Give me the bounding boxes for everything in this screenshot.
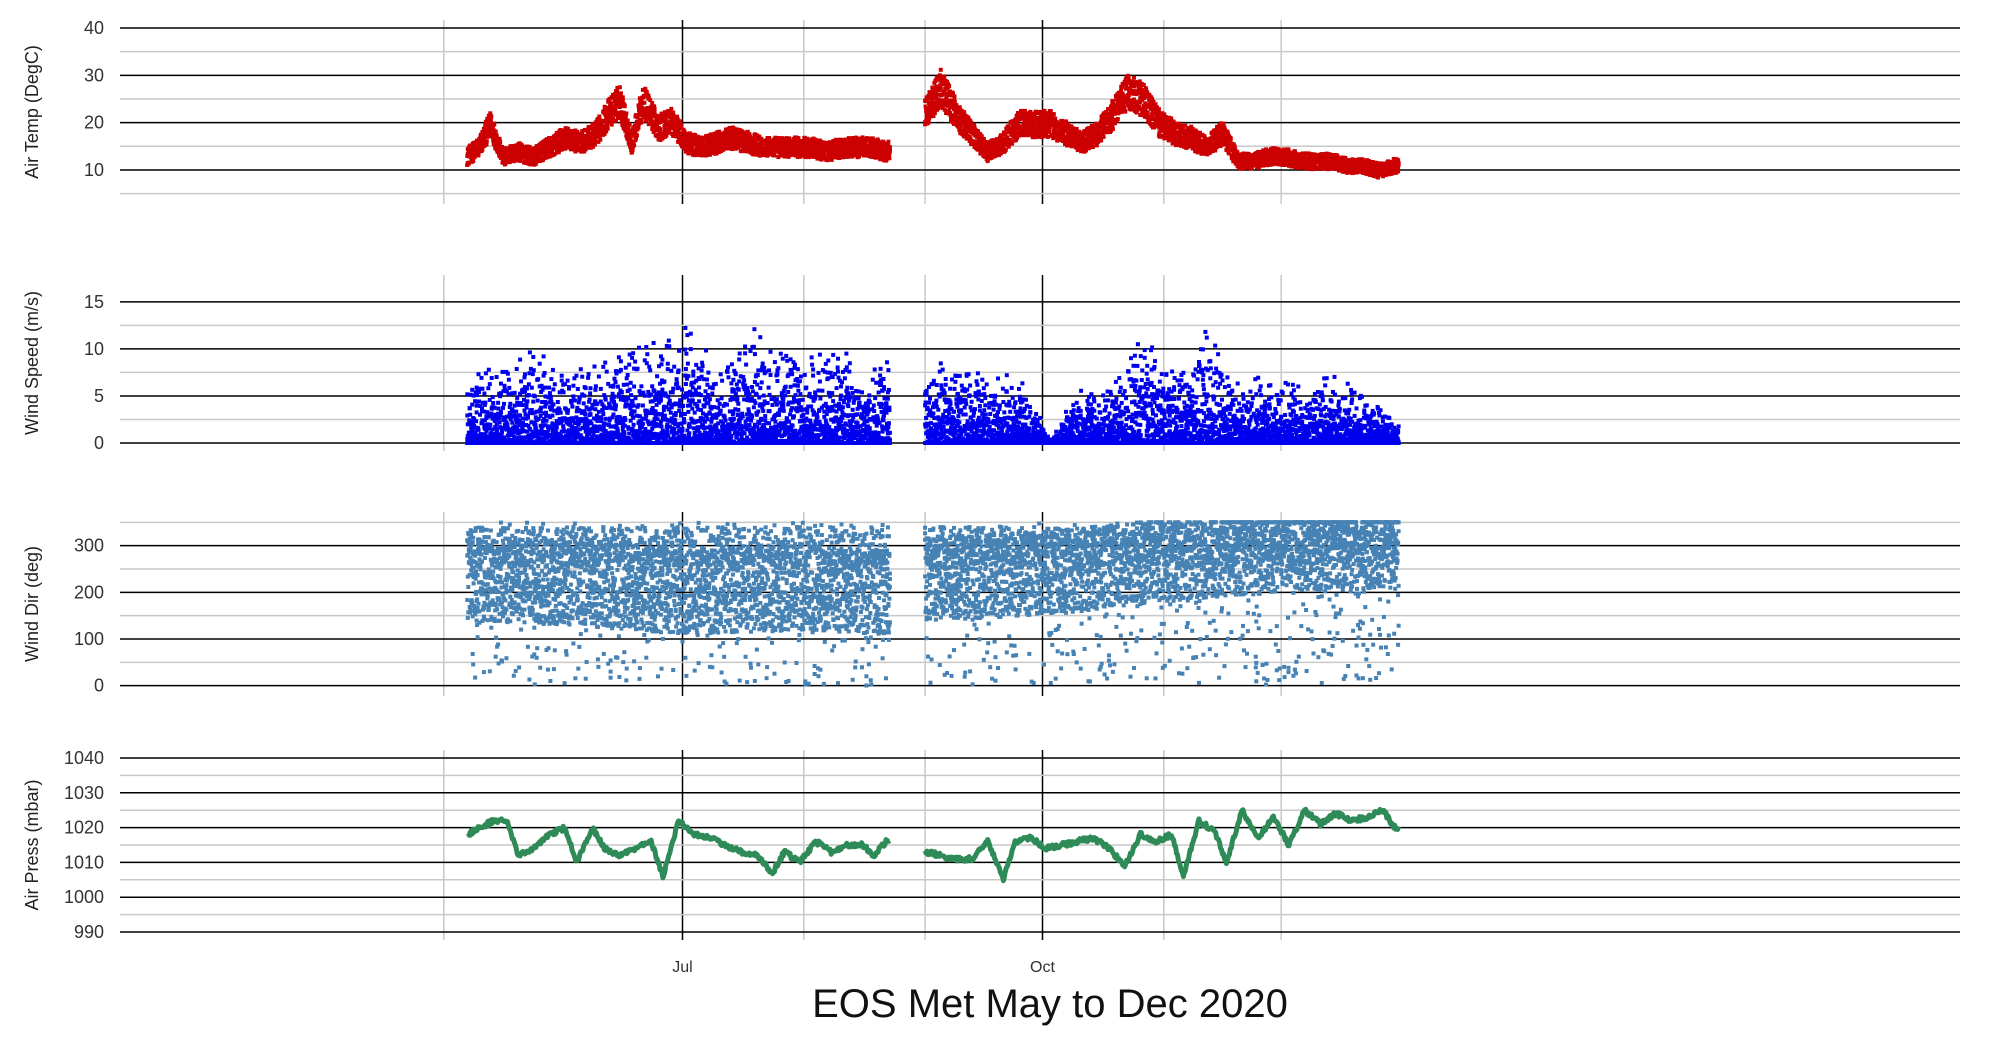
air-temp-point bbox=[939, 87, 943, 91]
air-temp-point bbox=[494, 130, 498, 134]
air-temp-point bbox=[1127, 75, 1131, 79]
air-temp-point bbox=[632, 143, 636, 147]
air-temp-point bbox=[639, 119, 643, 123]
air-temp-point bbox=[1123, 109, 1127, 113]
air-temp-point bbox=[477, 153, 481, 157]
air-temp-point bbox=[628, 123, 632, 127]
air-temp-point bbox=[888, 149, 892, 153]
air-temp-point bbox=[947, 84, 951, 88]
air-temp-point bbox=[624, 112, 628, 116]
air-temp-point bbox=[498, 140, 502, 144]
air-temp-series bbox=[465, 68, 1400, 180]
air-temp-point bbox=[1157, 107, 1161, 111]
air-temp-point bbox=[485, 139, 489, 143]
air-temp-point bbox=[888, 145, 892, 149]
air-temp-point bbox=[658, 127, 662, 131]
data-marks bbox=[465, 68, 1400, 881]
air-temp-point bbox=[567, 129, 571, 133]
air-temp-point bbox=[635, 133, 639, 137]
air-temp-point bbox=[626, 119, 630, 123]
air-temp-point bbox=[1052, 112, 1056, 116]
air-temp-point bbox=[471, 159, 475, 163]
air-temp-point bbox=[1116, 117, 1120, 121]
air-temp-point bbox=[631, 148, 635, 152]
air-temp-point bbox=[664, 119, 668, 123]
air-temp-point bbox=[623, 104, 627, 108]
air-temp-point bbox=[618, 85, 622, 89]
air-temp-point bbox=[598, 138, 602, 142]
air-temp-point bbox=[886, 140, 890, 144]
air-temp-point bbox=[495, 133, 499, 137]
air-temp-point bbox=[1111, 127, 1115, 131]
air-temp-point bbox=[828, 140, 832, 144]
air-temp-point bbox=[953, 94, 957, 98]
air-temp-point bbox=[773, 154, 777, 158]
air-temp-point bbox=[642, 101, 646, 105]
air-temp-point bbox=[942, 75, 946, 79]
air-temp-point bbox=[621, 95, 625, 99]
air-temp-point bbox=[645, 90, 649, 94]
air-temp-point bbox=[927, 121, 931, 125]
air-temp-point bbox=[887, 156, 891, 160]
air-temp-point bbox=[489, 114, 493, 118]
air-temp-point bbox=[606, 127, 610, 131]
air-temp-point bbox=[593, 143, 597, 147]
air-temp-point bbox=[585, 146, 589, 150]
air-temp-point bbox=[939, 68, 943, 72]
air-temp-point bbox=[1091, 145, 1095, 149]
air-temp-point bbox=[1102, 135, 1106, 139]
air-temp-point bbox=[492, 122, 496, 126]
air-temp-point bbox=[962, 110, 966, 114]
gridlines bbox=[120, 20, 1960, 940]
air-temp-point bbox=[669, 107, 673, 111]
air-temp-point bbox=[1092, 140, 1096, 144]
air-temp-point bbox=[653, 110, 657, 114]
air-temp-point bbox=[1229, 137, 1233, 141]
air-temp-point bbox=[1132, 76, 1136, 80]
air-temp-point bbox=[671, 111, 675, 115]
air-temp-point bbox=[1222, 122, 1226, 126]
